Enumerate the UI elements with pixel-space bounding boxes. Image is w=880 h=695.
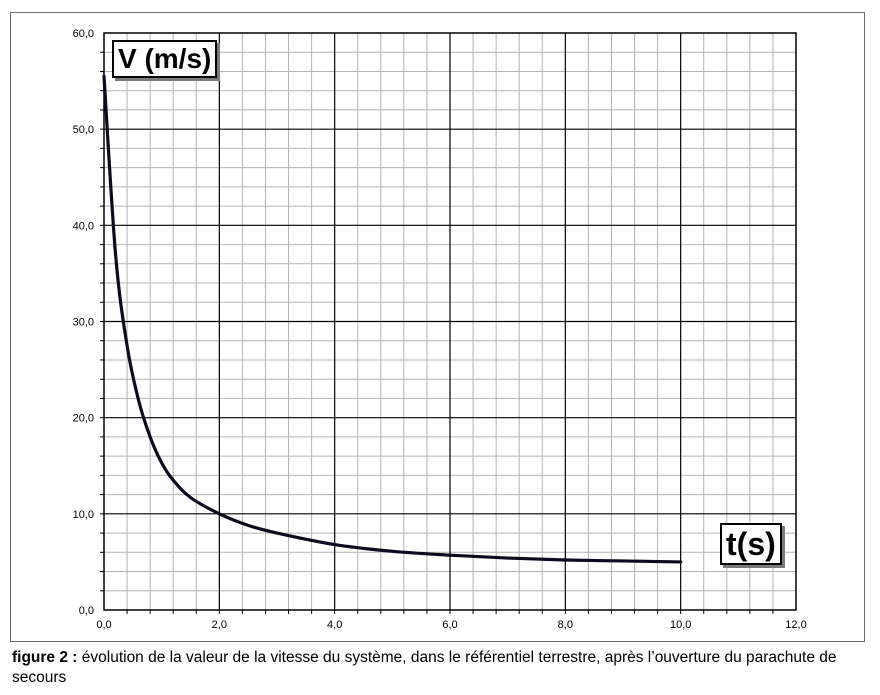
caption-text: évolution de la valeur de la vitesse du … [12, 649, 837, 686]
y-tick-label: 30,0 [73, 317, 94, 329]
x-tick-label: 4,0 [327, 619, 342, 631]
caption-label: figure 2 : [12, 649, 78, 666]
x-tick-label: 2,0 [212, 619, 227, 631]
x-tick-label: 12,0 [785, 619, 806, 631]
chart-svg: 0,0 2,0 4,0 6,0 8,0 10,0 12,0 0,0 10,0 20,0 30,0 40… [73, 28, 807, 631]
figure-caption: figure 2 : évolution de la valeur de la … [12, 648, 872, 688]
y-tick-label: 40,0 [73, 220, 94, 232]
x-tick-label: 6,0 [442, 619, 457, 631]
x-axis-label: t(s) [720, 523, 782, 566]
x-tick-label: 8,0 [558, 619, 573, 631]
y-tick-label: 50,0 [73, 124, 94, 136]
y-tick-label: 10,0 [73, 509, 94, 521]
x-tick-label: 10,0 [670, 619, 691, 631]
y-axis-label: V (m/s) [112, 40, 218, 78]
y-tick-label: 0,0 [79, 605, 94, 617]
y-tick-label: 20,0 [73, 413, 94, 425]
y-tick-label: 60,0 [73, 28, 94, 40]
velocity-curve [102, 74, 683, 564]
x-tick-label: 0,0 [96, 619, 111, 631]
